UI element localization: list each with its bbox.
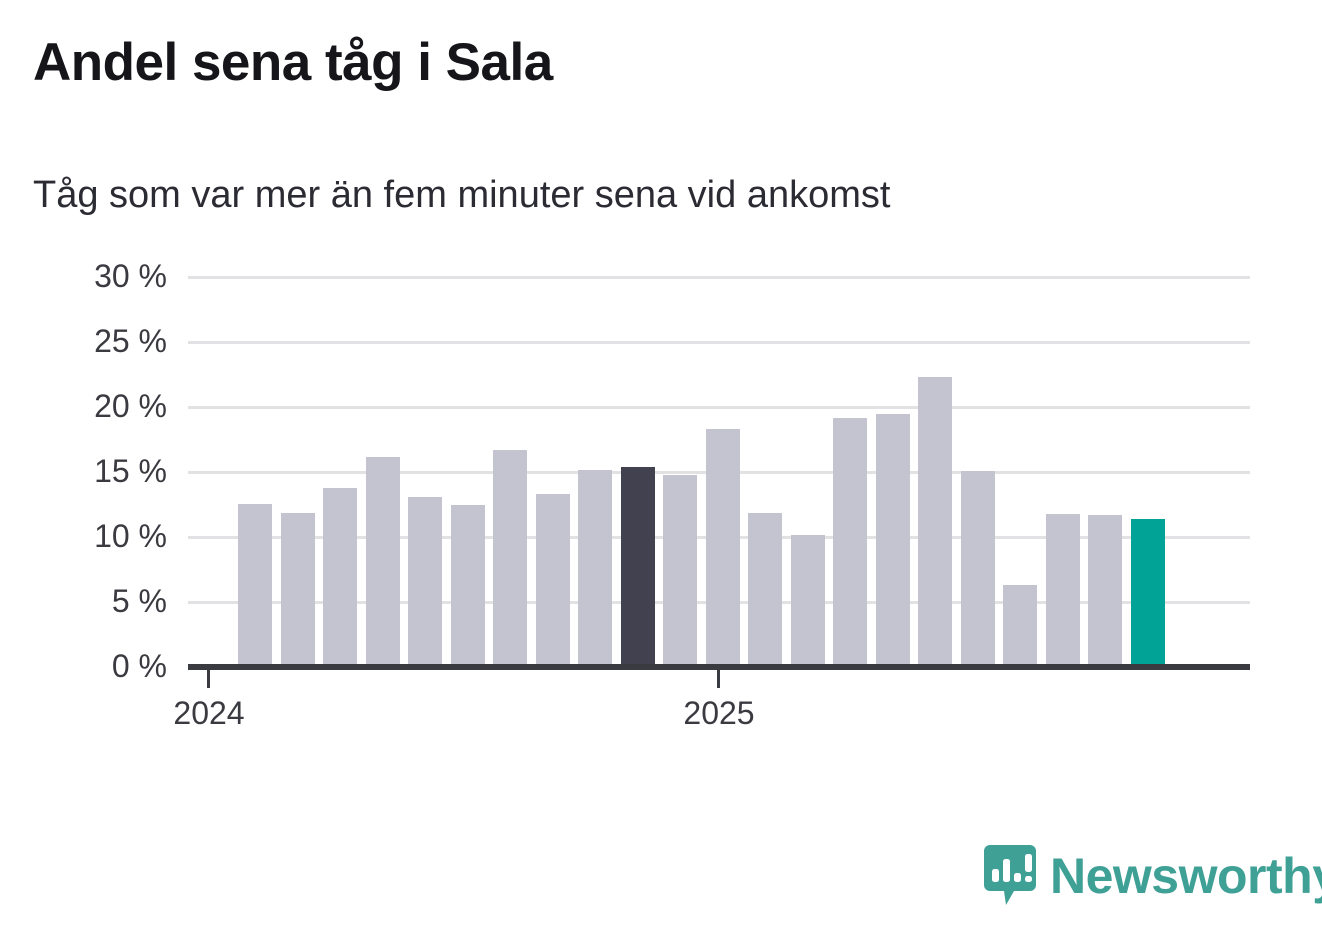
bar-2025-05 xyxy=(918,377,952,666)
gridline-20 xyxy=(188,406,1250,409)
bar-2025-09 xyxy=(1088,515,1122,666)
gridline-25 xyxy=(188,341,1250,344)
page-title: Andel sena tåg i Sala xyxy=(33,33,553,92)
x-axis-line xyxy=(188,664,1250,670)
y-axis-label-15: 15 % xyxy=(94,453,167,489)
newsworthy-bar-chart-bubble-icon xyxy=(984,845,1036,907)
y-axis-label-0: 0 % xyxy=(111,648,167,684)
x-axis-tick-2024 xyxy=(207,670,210,688)
bar-2024-07 xyxy=(493,450,527,666)
bar-series xyxy=(188,276,1250,666)
bar-2024-02 xyxy=(280,512,315,666)
bar-2024-09 xyxy=(578,469,612,666)
y-axis-label-25: 25 % xyxy=(94,323,167,359)
bar-2025-04 xyxy=(875,413,910,666)
chart-subtitle: Tåg som var mer än fem minuter sena vid … xyxy=(33,174,891,216)
bar-2025-06 xyxy=(960,471,995,666)
brand-wordmark: Newsworthy xyxy=(1050,848,1322,904)
bar-2025-08 xyxy=(1045,513,1080,666)
bar-2025-01 xyxy=(748,512,782,666)
bar-2024-08 xyxy=(535,494,570,666)
bar-2024-03 xyxy=(323,487,357,666)
bar-2024-01 xyxy=(238,503,272,666)
y-axis-label-30: 30 % xyxy=(94,258,167,294)
y-axis-label-5: 5 % xyxy=(111,583,167,619)
gridline-30 xyxy=(188,276,1250,279)
bar-2024-06 xyxy=(450,504,485,666)
x-axis-label-2024: 2024 xyxy=(173,695,245,731)
bar-2025-07 xyxy=(1003,585,1037,666)
y-axis-label-10: 10 % xyxy=(94,518,167,554)
newsworthy-logo: Newsworthy xyxy=(984,845,1322,907)
bar-2024-04 xyxy=(365,456,400,666)
x-axis-label-2025: 2025 xyxy=(683,695,755,731)
bar-2024-05 xyxy=(408,497,442,666)
bar-2025-03 xyxy=(833,417,867,666)
bar-2024-12 xyxy=(705,429,740,666)
bar-2024-11 xyxy=(663,474,697,666)
y-axis-label-20: 20 % xyxy=(94,388,167,424)
bar-2025-02 xyxy=(790,534,825,666)
x-axis-tick-2025 xyxy=(717,670,720,688)
bar-2024-10 xyxy=(620,467,655,666)
bar-2025-10 xyxy=(1130,519,1165,666)
